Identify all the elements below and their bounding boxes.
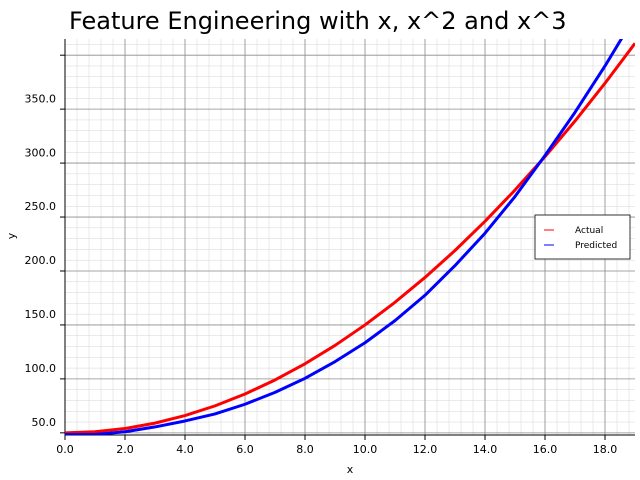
x-tick-label: 8.0 — [296, 443, 314, 456]
grid — [64, 39, 635, 435]
x-tick-label: 6.0 — [236, 443, 254, 456]
series-line-predicted — [65, 39, 624, 435]
y-tick-label: 150.0 — [25, 308, 57, 321]
tick-labels: 0.0 2.0 4.0 6.0 8.0 10.0 12.0 14.0 16.0 18.0 50.0 1… — [25, 92, 618, 456]
x-tick-label: 2.0 — [116, 443, 134, 456]
legend: Actual Predicted — [534, 214, 631, 260]
series-lines — [65, 39, 635, 435]
chart-title: Feature Engineering with x, x^2 and x^3 — [69, 7, 567, 35]
y-tick-label: 100.0 — [25, 362, 57, 375]
y-tick-label: 250.0 — [25, 200, 57, 213]
legend-label-actual: Actual — [575, 226, 603, 236]
y-axis-label: y — [5, 232, 18, 239]
x-tick-label: 10.0 — [353, 443, 378, 456]
x-tick-label: 16.0 — [533, 443, 558, 456]
x-axis-label: x — [347, 463, 354, 476]
x-tick-label: 14.0 — [473, 443, 498, 456]
y-tick-label: 300.0 — [25, 146, 57, 159]
legend-label-predicted: Predicted — [575, 241, 617, 251]
legend-box — [534, 214, 631, 260]
y-tick-label: 50.0 — [32, 416, 57, 429]
x-tick-label: 4.0 — [176, 443, 194, 456]
y-tick-label: 350.0 — [25, 92, 57, 105]
x-tick-label: 0.0 — [56, 443, 74, 456]
x-tick-label: 18.0 — [593, 443, 618, 456]
axes — [60, 39, 635, 440]
y-tick-label: 200.0 — [25, 254, 57, 267]
x-tick-label: 12.0 — [413, 443, 438, 456]
